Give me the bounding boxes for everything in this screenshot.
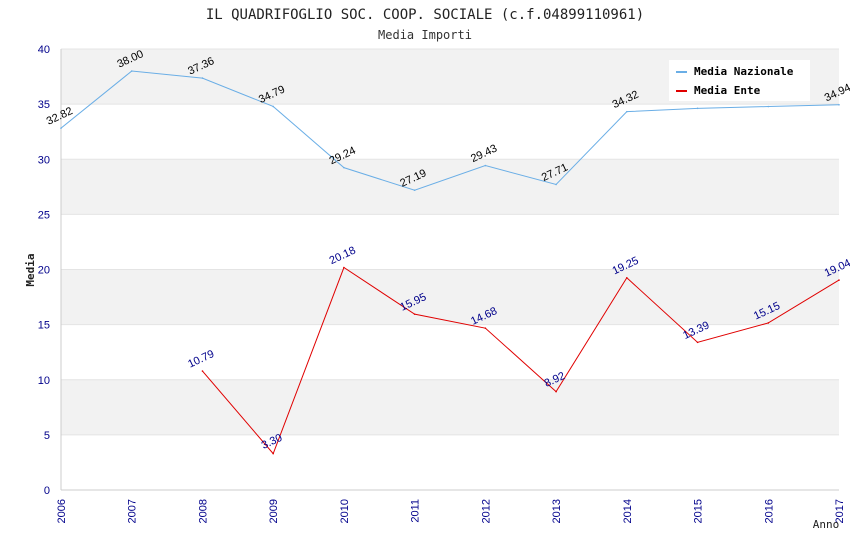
x-tick-label: 2012	[480, 499, 492, 523]
data-point-media-nazionale	[626, 110, 628, 113]
x-tick-label: 2016	[763, 499, 775, 523]
chart-title: IL QUADRIFOGLIO SOC. COOP. SOCIALE (c.f.…	[206, 7, 644, 23]
data-point-media-nazionale	[555, 183, 557, 186]
x-tick-label: 2008	[197, 499, 209, 523]
y-tick-label: 0	[44, 485, 50, 497]
data-point-media-nazionale	[272, 105, 274, 108]
data-point-media-ente	[626, 276, 628, 279]
y-tick-label: 25	[38, 209, 50, 221]
data-point-media-nazionale	[130, 70, 133, 72]
x-tick-label: 2010	[339, 499, 351, 523]
grid-band	[61, 159, 839, 215]
data-point-media-ente	[555, 390, 557, 393]
x-tick-label: 2013	[551, 499, 563, 523]
data-point-media-nazionale	[201, 77, 204, 79]
y-tick-label: 30	[38, 154, 50, 166]
data-point-media-ente	[838, 279, 840, 281]
data-point-media-ente	[484, 327, 487, 329]
series-line-media-nazionale	[60, 70, 840, 191]
data-point-media-ente	[343, 266, 345, 269]
legend-label-media-ente: Media Ente	[694, 84, 761, 97]
x-tick-label: 2006	[56, 499, 68, 523]
grid-band	[61, 379, 839, 435]
data-point-media-ente	[767, 322, 770, 324]
grid-lines	[61, 48, 839, 436]
x-axis-label: Anno	[813, 518, 840, 531]
x-tick-label: 2009	[268, 499, 280, 523]
x-tick-label: 2007	[127, 499, 139, 523]
data-label-media-ente: 20.18	[328, 245, 358, 268]
x-tick-label: 2011	[410, 499, 422, 523]
y-tick-label: 35	[38, 99, 50, 111]
x-tick-label: 2017	[834, 499, 846, 523]
data-point-media-nazionale	[767, 105, 770, 108]
y-tick-label: 40	[38, 44, 50, 56]
data-point-media-ente	[272, 452, 274, 455]
data-label-media-ente: 10.79	[186, 348, 216, 371]
data-point-media-ente	[696, 341, 699, 344]
y-tick-label: 20	[38, 265, 50, 277]
data-point-media-nazionale	[413, 189, 416, 192]
y-tick-label: 10	[38, 375, 50, 387]
data-point-media-nazionale	[60, 127, 62, 129]
data-point-media-nazionale	[484, 164, 487, 167]
y-axis-label: Media	[24, 253, 37, 286]
chart-subtitle: Media Importi	[378, 28, 472, 42]
legend: Media Nazionale Media Ente	[669, 60, 810, 101]
data-point-media-nazionale	[696, 107, 699, 110]
legend-box	[669, 60, 810, 101]
x-tick-label: 2014	[622, 499, 634, 523]
grid-band	[61, 269, 839, 325]
data-point-media-ente	[201, 370, 204, 372]
legend-label-media-nazionale: Media Nazionale	[694, 65, 794, 78]
series-line-media-ente	[202, 266, 840, 455]
axes	[60, 49, 839, 491]
data-point-media-ente	[413, 313, 416, 315]
x-tick-labels: 2006 2007 2008 2009 2010 2011 2012 2013 2014 2015…	[56, 499, 846, 523]
y-tick-label: 5	[44, 430, 50, 442]
y-tick-labels: 0 5 10 15 20 25 30 35 40	[38, 44, 50, 497]
data-point-media-nazionale	[343, 166, 345, 169]
y-tick-label: 15	[38, 320, 50, 332]
data-point-media-nazionale	[838, 103, 840, 106]
grid-bands	[61, 49, 839, 435]
x-tick-label: 2015	[693, 499, 705, 523]
